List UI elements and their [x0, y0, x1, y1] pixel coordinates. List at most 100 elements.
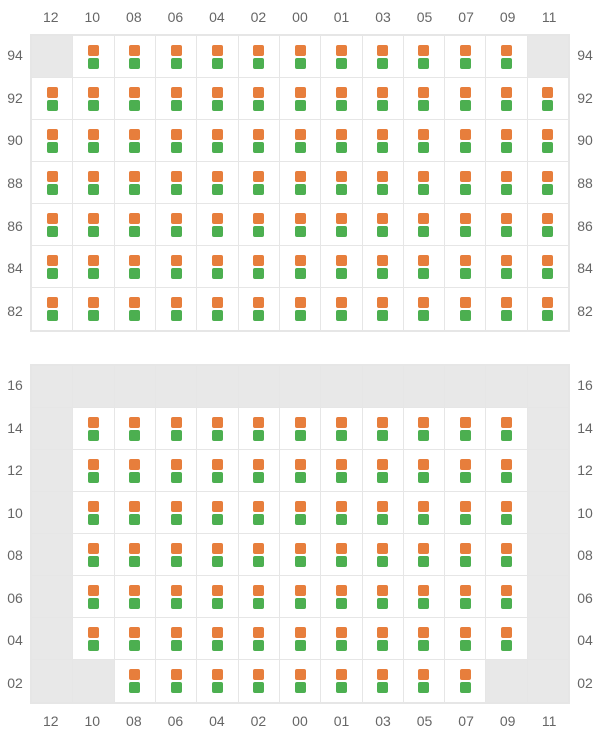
cell-seat[interactable] — [321, 204, 362, 246]
cell-seat[interactable] — [197, 618, 238, 660]
cell-seat[interactable] — [404, 660, 445, 702]
cell-seat[interactable] — [115, 618, 156, 660]
cell-seat[interactable] — [115, 492, 156, 534]
cell-seat[interactable] — [280, 408, 321, 450]
cell-seat[interactable] — [486, 36, 527, 78]
cell-seat[interactable] — [280, 36, 321, 78]
cell-seat[interactable] — [486, 408, 527, 450]
cell-seat[interactable] — [239, 78, 280, 120]
cell-seat[interactable] — [32, 204, 73, 246]
cell-seat[interactable] — [486, 576, 527, 618]
cell-seat[interactable] — [73, 246, 114, 288]
cell-seat[interactable] — [280, 162, 321, 204]
cell-seat[interactable] — [156, 36, 197, 78]
cell-seat[interactable] — [363, 618, 404, 660]
cell-seat[interactable] — [156, 288, 197, 330]
cell-seat[interactable] — [156, 618, 197, 660]
cell-seat[interactable] — [321, 576, 362, 618]
cell-seat[interactable] — [115, 660, 156, 702]
cell-seat[interactable] — [486, 534, 527, 576]
cell-seat[interactable] — [73, 534, 114, 576]
cell-seat[interactable] — [321, 408, 362, 450]
cell-seat[interactable] — [280, 78, 321, 120]
cell-seat[interactable] — [73, 204, 114, 246]
cell-seat[interactable] — [363, 246, 404, 288]
cell-seat[interactable] — [445, 120, 486, 162]
cell-seat[interactable] — [197, 204, 238, 246]
cell-seat[interactable] — [239, 450, 280, 492]
cell-seat[interactable] — [115, 450, 156, 492]
cell-seat[interactable] — [486, 618, 527, 660]
cell-seat[interactable] — [115, 534, 156, 576]
cell-seat[interactable] — [321, 660, 362, 702]
cell-seat[interactable] — [156, 534, 197, 576]
cell-seat[interactable] — [197, 120, 238, 162]
cell-seat[interactable] — [73, 576, 114, 618]
cell-seat[interactable] — [239, 246, 280, 288]
cell-seat[interactable] — [363, 36, 404, 78]
cell-seat[interactable] — [156, 576, 197, 618]
cell-seat[interactable] — [239, 204, 280, 246]
cell-seat[interactable] — [321, 288, 362, 330]
cell-seat[interactable] — [280, 246, 321, 288]
cell-seat[interactable] — [486, 78, 527, 120]
cell-seat[interactable] — [404, 408, 445, 450]
cell-seat[interactable] — [197, 576, 238, 618]
cell-seat[interactable] — [115, 78, 156, 120]
cell-seat[interactable] — [73, 36, 114, 78]
cell-seat[interactable] — [32, 162, 73, 204]
cell-seat[interactable] — [239, 408, 280, 450]
cell-seat[interactable] — [321, 492, 362, 534]
cell-seat[interactable] — [321, 78, 362, 120]
cell-seat[interactable] — [197, 492, 238, 534]
cell-seat[interactable] — [445, 162, 486, 204]
cell-seat[interactable] — [115, 576, 156, 618]
cell-seat[interactable] — [197, 534, 238, 576]
cell-seat[interactable] — [445, 450, 486, 492]
cell-seat[interactable] — [280, 576, 321, 618]
cell-seat[interactable] — [115, 36, 156, 78]
cell-seat[interactable] — [280, 660, 321, 702]
cell-seat[interactable] — [404, 204, 445, 246]
cell-seat[interactable] — [321, 246, 362, 288]
cell-seat[interactable] — [445, 618, 486, 660]
cell-seat[interactable] — [445, 408, 486, 450]
cell-seat[interactable] — [404, 618, 445, 660]
cell-seat[interactable] — [363, 576, 404, 618]
cell-seat[interactable] — [528, 162, 568, 204]
cell-seat[interactable] — [445, 492, 486, 534]
cell-seat[interactable] — [528, 246, 568, 288]
cell-seat[interactable] — [32, 288, 73, 330]
cell-seat[interactable] — [404, 120, 445, 162]
cell-seat[interactable] — [197, 408, 238, 450]
cell-seat[interactable] — [239, 288, 280, 330]
cell-seat[interactable] — [239, 660, 280, 702]
cell-seat[interactable] — [280, 450, 321, 492]
cell-seat[interactable] — [404, 246, 445, 288]
cell-seat[interactable] — [280, 204, 321, 246]
cell-seat[interactable] — [363, 288, 404, 330]
cell-seat[interactable] — [280, 288, 321, 330]
cell-seat[interactable] — [321, 162, 362, 204]
cell-seat[interactable] — [73, 120, 114, 162]
cell-seat[interactable] — [197, 450, 238, 492]
cell-seat[interactable] — [445, 246, 486, 288]
cell-seat[interactable] — [73, 492, 114, 534]
cell-seat[interactable] — [404, 36, 445, 78]
cell-seat[interactable] — [73, 78, 114, 120]
cell-seat[interactable] — [73, 408, 114, 450]
cell-seat[interactable] — [404, 162, 445, 204]
cell-seat[interactable] — [197, 78, 238, 120]
cell-seat[interactable] — [363, 450, 404, 492]
cell-seat[interactable] — [321, 618, 362, 660]
cell-seat[interactable] — [363, 660, 404, 702]
cell-seat[interactable] — [404, 576, 445, 618]
cell-seat[interactable] — [115, 162, 156, 204]
cell-seat[interactable] — [32, 120, 73, 162]
cell-seat[interactable] — [445, 204, 486, 246]
cell-seat[interactable] — [363, 78, 404, 120]
cell-seat[interactable] — [239, 576, 280, 618]
cell-seat[interactable] — [115, 204, 156, 246]
cell-seat[interactable] — [280, 618, 321, 660]
cell-seat[interactable] — [363, 534, 404, 576]
